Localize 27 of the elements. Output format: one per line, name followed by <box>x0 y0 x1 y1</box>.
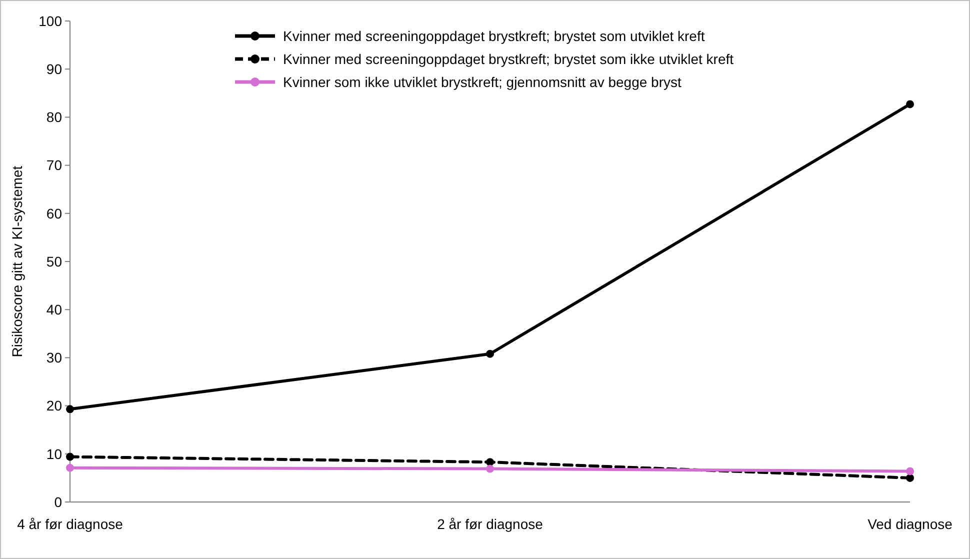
point <box>906 100 914 108</box>
point <box>906 467 914 476</box>
point <box>906 474 914 482</box>
y-axis-title: Risikoscore gitt av KI-systemet <box>9 166 25 358</box>
y-tick-label: 0 <box>54 494 62 510</box>
y-tick-label: 50 <box>46 253 62 270</box>
y-tick-label: 80 <box>46 109 62 126</box>
point <box>486 458 494 466</box>
y-tick-label: 40 <box>46 302 62 318</box>
x-tick-label: 4 år før diagnose <box>17 516 124 532</box>
point <box>66 452 74 461</box>
legend-label: Kvinner med screeningoppdaget brystkreft; brystet som utviklet kreft <box>283 28 705 44</box>
legend-label: Kvinner med screeningoppdaget brystkreft; brystet som ikke utviklet kreft <box>283 50 734 67</box>
y-tick-label: 10 <box>46 446 62 462</box>
point <box>486 464 494 473</box>
point <box>486 350 494 358</box>
x-tick-label: 2 år før diagnose <box>437 516 544 532</box>
point <box>66 464 74 472</box>
y-tick-label: 100 <box>38 12 62 29</box>
y-tick-label: 60 <box>46 205 62 222</box>
y-tick-label: 30 <box>46 350 62 366</box>
y-tick-label: 70 <box>46 157 62 174</box>
legend-label: Kvinner som ikke utviklet brystkreft; gjennomsnitt av begge bryst <box>283 74 682 90</box>
y-tick-label: 20 <box>46 398 62 414</box>
x-tick-label: Ved diagnose <box>868 516 953 532</box>
point <box>66 405 74 414</box>
y-tick-label: 90 <box>46 61 62 77</box>
